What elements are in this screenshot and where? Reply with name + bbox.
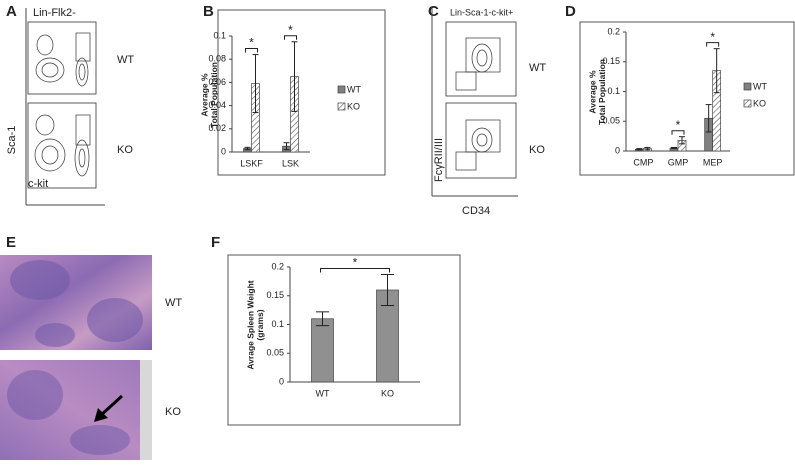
y-axis-label: Average %Total Population [588, 59, 608, 125]
y-tick-label: 0.1 [271, 319, 284, 329]
tissue-texture [7, 370, 130, 455]
significance-bracket [284, 35, 297, 40]
x-axis-label: c-kit [28, 178, 48, 190]
y-axis-label: Sca-1 [6, 126, 18, 155]
y-axis-label: Avrage Spleen Weight(grams) [246, 280, 266, 369]
error-bar [644, 146, 651, 151]
y-tick-label: 0.2 [607, 26, 620, 36]
y-tick-label: 0.1 [213, 30, 226, 40]
bar [311, 318, 334, 383]
significance-mark: * [249, 36, 254, 50]
contours [35, 32, 91, 87]
legend-swatch [743, 99, 752, 108]
y-tick-label: 0.15 [266, 290, 284, 300]
flow-plot [445, 102, 517, 179]
error-bar [315, 311, 330, 327]
chart-frame [579, 21, 795, 176]
contours [455, 119, 501, 171]
x-tick-label: GMP [668, 157, 689, 167]
legend-label: KO [347, 101, 360, 111]
flow-plot [445, 21, 517, 97]
y-tick-label: 0.08 [208, 54, 226, 64]
error-bar [283, 142, 290, 151]
x-tick-label: MEP [703, 157, 723, 167]
legend-swatch [337, 85, 346, 94]
x-tick-label: LSK [282, 158, 299, 168]
panel-letter: D [565, 3, 576, 20]
y-tick-label: 0 [221, 146, 226, 156]
significance-bracket [320, 267, 390, 273]
significance-bracket [245, 48, 258, 53]
y-tick-label: 0.06 [208, 77, 226, 87]
arrow [98, 394, 124, 418]
contours [34, 114, 91, 177]
genotype-label: WT [529, 62, 546, 74]
significance-mark: * [288, 23, 293, 37]
y-tick-label: 0.1 [607, 86, 620, 96]
panel-letter: A [6, 3, 17, 20]
panel-letter: C [428, 3, 439, 20]
y-tick-label: 0.05 [602, 116, 620, 126]
significance-mark: * [353, 256, 358, 270]
contours [455, 37, 501, 91]
y-axis-label: FcγRII/III [433, 138, 445, 182]
y-tick-label: 0.02 [208, 123, 226, 133]
flow-plot [27, 21, 97, 95]
image-margin [140, 360, 152, 460]
significance-bracket [671, 130, 685, 135]
legend-label: WT [347, 84, 361, 94]
error-bar [252, 54, 259, 114]
y-axis-label: Average %Total Population [200, 62, 220, 128]
panel-letter: E [6, 234, 16, 251]
panel-letter: F [211, 234, 220, 251]
x-tick-label: WT [316, 388, 330, 398]
y-tick-label: 0.04 [208, 100, 226, 110]
y-tick-label: 0.05 [266, 348, 284, 358]
error-bar [705, 104, 712, 133]
genotype-label: WT [117, 54, 134, 66]
genotype-label: KO [117, 144, 133, 156]
legend-swatch [337, 102, 346, 111]
panel-letter: B [203, 3, 214, 20]
error-bar [244, 146, 251, 151]
legend-swatch [743, 82, 752, 91]
chart-frame [217, 9, 386, 176]
y-tick-label: 0 [279, 376, 284, 386]
significance-mark: * [676, 118, 681, 132]
genotype-label: WT [165, 297, 182, 309]
gate-label: Lin-Sca-1-c-kit+ [450, 7, 513, 17]
gate-label: Lin-Flk2- [33, 7, 76, 19]
error-bar [679, 136, 685, 145]
error-bar [713, 48, 720, 94]
error-bar [380, 273, 395, 307]
tissue-texture [10, 260, 143, 347]
error-bar [671, 146, 677, 150]
x-tick-label: CMP [633, 157, 653, 167]
legend-label: KO [753, 98, 766, 108]
arrow-head [94, 408, 108, 422]
x-tick-label: KO [381, 388, 394, 398]
error-bar [291, 41, 298, 112]
significance-mark: * [710, 30, 715, 44]
genotype-label: KO [165, 406, 181, 418]
y-tick-label: 0.2 [271, 261, 284, 271]
x-tick-label: LSKF [240, 158, 263, 168]
significance-bracket [706, 42, 720, 47]
y-tick-label: 0 [615, 145, 620, 155]
genotype-label: KO [529, 144, 545, 156]
legend-label: WT [753, 81, 767, 91]
chart-frame [227, 254, 461, 426]
y-tick-label: 0.15 [602, 56, 620, 66]
x-axis-label: CD34 [462, 205, 490, 217]
error-bar [636, 148, 643, 151]
